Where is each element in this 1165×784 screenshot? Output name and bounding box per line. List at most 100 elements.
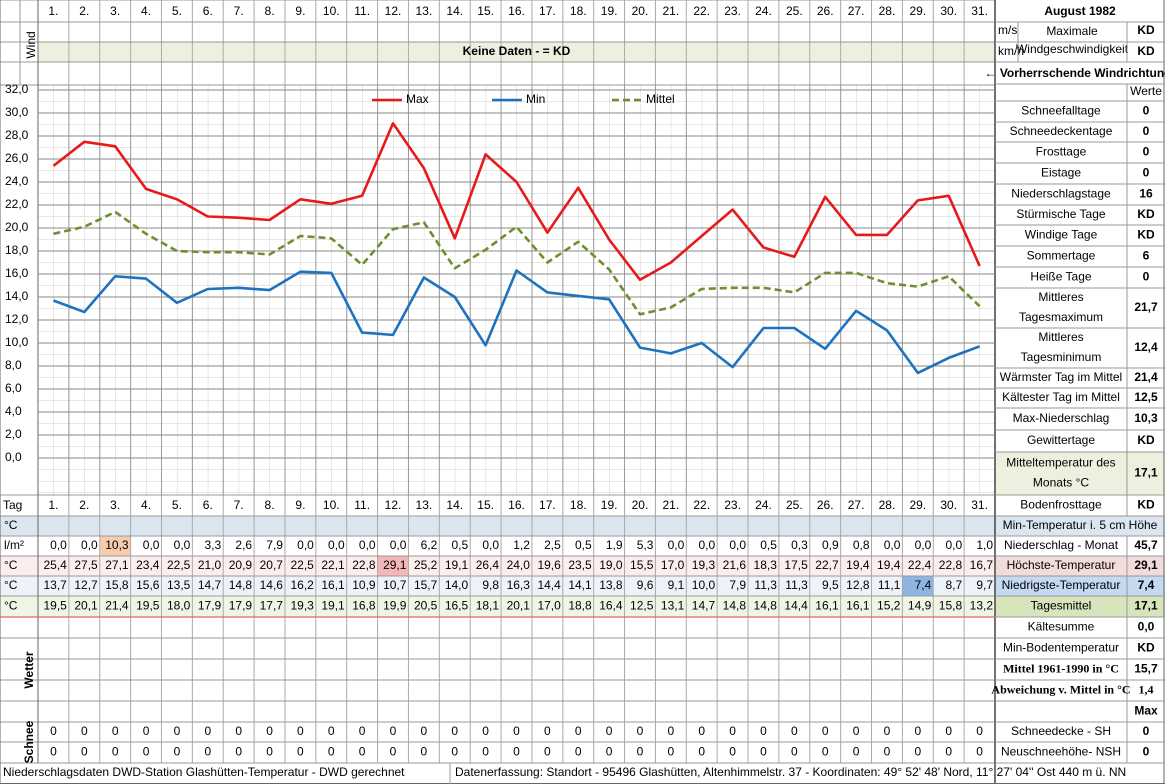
snow-cell: 0 [976,745,983,759]
table-cell: 14,0 [445,578,469,592]
day-label: 18. [570,4,587,18]
row-unit: °C [4,518,18,532]
side-value: 21,7 [1134,300,1158,314]
snow-cell: 0 [143,745,150,759]
side-value: 45,7 [1134,538,1158,552]
side-label: Niederschlag - Monat [1004,538,1119,552]
table-cell: 18,1 [476,599,500,613]
table-cell: 16,1 [321,578,345,592]
day-label: 16. [508,4,525,18]
day-label: 20. [632,498,649,512]
table-cell: 19,5 [44,599,68,613]
side-row-bg [995,596,1165,617]
table-cell: 0,0 [50,538,67,552]
side-value: 10,3 [1134,411,1158,425]
side-label: Sommertage [1027,249,1096,263]
table-cell: 22,8 [939,558,963,572]
day-label: 13. [416,4,433,18]
side-header: Werte [1130,84,1162,98]
legend-label: Mittel [646,92,675,106]
table-cell: 16,3 [507,578,531,592]
snow-cell: 0 [482,745,489,759]
snow-cell: 0 [235,724,242,738]
side-label: Bodenfrosttage [1020,498,1102,512]
day-label: 28. [879,4,896,18]
table-cell: 16,1 [846,599,870,613]
table-cell: 0,0 [482,538,499,552]
side-value: Max [1134,704,1158,718]
table-cell: 14,9 [908,599,932,613]
table-cell: 19,3 [692,558,716,572]
table-row-bg [0,536,995,556]
snow-cell: 0 [575,724,582,738]
table-cell: 19,0 [599,558,623,572]
snow-cell: 0 [50,745,57,759]
day-label: 5. [172,498,182,512]
table-cell: 16,8 [352,599,376,613]
table-cell: 1,2 [513,538,530,552]
snow-cell: 0 [513,745,520,759]
table-cell: 0,0 [328,538,345,552]
table-cell: 3,3 [205,538,222,552]
snow-cell: 0 [760,724,767,738]
table-cell: 0,5 [760,538,777,552]
y-tick-label: 4,0 [5,404,22,418]
table-cell: 7,4 [915,578,932,592]
snow-cell: 0 [914,745,921,759]
table-row-bg [0,596,995,617]
snow-cell: 0 [81,745,88,759]
row-unit: l/m² [4,538,24,552]
snow-cell: 0 [451,745,458,759]
table-cell: 13,2 [970,599,994,613]
snow-cell: 0 [81,724,88,738]
table-cell: 0,5 [452,538,469,552]
side-row-bg [995,516,1165,536]
no-data-bar [38,42,995,62]
side-value: 21,4 [1134,370,1158,384]
day-label: 4. [141,4,151,18]
table-cell: 9,8 [482,578,499,592]
day-label: 19. [601,498,618,512]
table-cell: 21,4 [105,599,129,613]
snow-cell: 0 [50,724,57,738]
side-label: Min-Temperatur i. 5 cm Höhe [1003,518,1158,532]
side-label: Stürmische Tage [1016,207,1105,221]
table-cell: 19,1 [445,558,469,572]
table-cell: 19,5 [136,599,160,613]
day-label: 5. [172,4,182,18]
day-label: 30. [940,4,957,18]
side-label: Windige Tage [1025,228,1098,242]
snow-cell: 0 [297,745,304,759]
legend-label: Max [406,92,429,106]
day-label: 23. [724,498,741,512]
snow-cell: 0 [945,724,952,738]
snow-cell: 0 [421,724,428,738]
snow-cell: 0 [266,724,273,738]
day-label: 27. [848,4,865,18]
snow-cell: 0 [544,724,551,738]
snow-cell: 0 [174,745,181,759]
y-tick-label: 24,0 [5,174,29,188]
table-cell: 0,0 [143,538,160,552]
day-label: 26. [817,4,834,18]
side-label: Höchste-Temperatur [1007,558,1116,572]
table-cell: 0,5 [575,538,592,552]
snow-cell: 0 [359,724,366,738]
table-cell: 11,1 [878,578,901,592]
table-cell: 18,0 [167,599,191,613]
snow-cell: 0 [204,724,211,738]
table-cell: 20,5 [414,599,438,613]
wind-value: KD [1137,44,1155,58]
series-line [52,269,981,375]
day-label: 31. [971,498,988,512]
table-row-bg [0,516,995,536]
table-cell: 0,0 [698,538,715,552]
side-label: Kältesumme [1028,620,1095,634]
day-label: 21. [663,4,680,18]
table-cell: 10,9 [352,578,376,592]
side-label: Monats °C [1033,476,1089,490]
day-label: 25. [786,4,803,18]
day-label: 9. [295,4,305,18]
snow-cell: 0 [637,724,644,738]
